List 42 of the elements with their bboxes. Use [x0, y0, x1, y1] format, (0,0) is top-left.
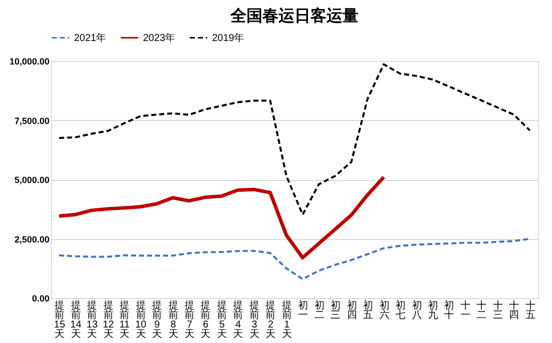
x-tick-label: 十二: [476, 300, 487, 321]
x-tick-label: 提前14天: [70, 300, 82, 340]
x-tick-label: 提前1天: [282, 300, 292, 340]
line-series: [58, 63, 531, 216]
x-tick-label: 初四: [346, 300, 357, 321]
x-tick-label: 提前9天: [152, 300, 162, 340]
line-series: [58, 238, 531, 280]
x-tick-label: 初八: [412, 300, 422, 321]
legend-label: 2023年: [143, 32, 176, 44]
x-tick-label: 十五: [525, 300, 536, 321]
x-tick-label: 初九: [428, 300, 438, 321]
x-tick-label: 提前8天: [168, 300, 178, 340]
x-tick-label: 十三: [492, 300, 503, 321]
legend-label: 2019年: [212, 32, 244, 44]
legend-label: 2021年: [74, 32, 106, 44]
y-tick-label: 10,000.00: [9, 56, 50, 66]
x-tick-label: 初三: [330, 300, 341, 321]
x-tick-label: 提前4天: [233, 300, 244, 340]
x-tick-label: 初五: [363, 300, 374, 321]
line-series: [57, 175, 386, 260]
y-tick-label: 7,500.00: [14, 116, 50, 126]
x-tick-label: 提前10天: [135, 300, 147, 340]
x-tick-label: 初二: [314, 300, 324, 321]
x-tick-label: 十四: [509, 300, 520, 321]
chart-title: 全国春运日客运量: [230, 6, 358, 25]
x-tick-label: 初十: [444, 300, 454, 321]
x-tick-label: 初六: [379, 300, 390, 321]
y-tick-label: 2,500.00: [14, 234, 50, 244]
x-tick-label: 初七: [396, 300, 406, 321]
x-tick-label: 提前13天: [86, 300, 98, 340]
y-tick-label: 5,000.00: [14, 175, 50, 185]
x-tick-label: 提前12天: [102, 300, 114, 340]
x-tick-label: 提前2天: [266, 300, 276, 340]
x-tick-label: 初一: [298, 300, 308, 321]
x-tick-label: 提前15天: [54, 300, 66, 340]
x-tick-label: 十一: [460, 300, 470, 321]
x-tick-label: 提前7天: [184, 300, 194, 340]
y-tick-label: 0.00: [32, 294, 50, 304]
x-tick-label: 提前11天: [119, 300, 130, 340]
x-tick-label: 提前5天: [216, 300, 227, 340]
x-tick-label: 提前3天: [249, 300, 260, 340]
x-tick-label: 提前6天: [200, 300, 211, 340]
